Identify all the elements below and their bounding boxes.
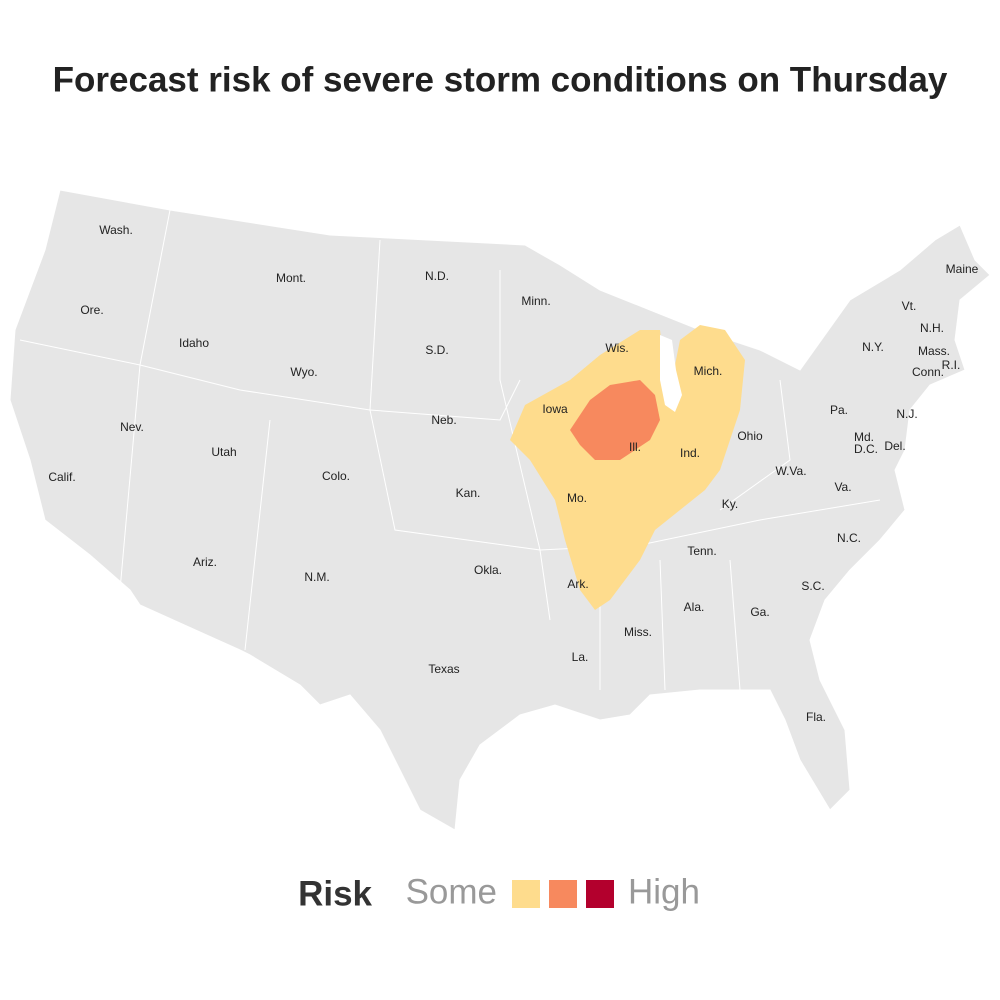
state-label: Iowa xyxy=(542,402,568,416)
state-label: D.C. xyxy=(854,442,878,456)
state-label: R.I. xyxy=(942,358,961,372)
state-label: Kan. xyxy=(456,486,481,500)
state-label: Texas xyxy=(428,662,459,676)
state-label: N.J. xyxy=(896,407,917,421)
legend-swatch xyxy=(549,880,577,908)
state-label: N.M. xyxy=(304,570,329,584)
state-label: Wis. xyxy=(605,341,628,355)
state-label: Vt. xyxy=(902,299,917,313)
state-label: Ohio xyxy=(737,429,763,443)
legend-low-label: Some xyxy=(406,872,497,911)
state-label: Okla. xyxy=(474,563,502,577)
state-label: Ala. xyxy=(684,600,705,614)
state-label: Wyo. xyxy=(290,365,317,379)
state-label: Mont. xyxy=(276,271,306,285)
state-label: Wash. xyxy=(99,223,133,237)
state-label: Idaho xyxy=(179,336,209,350)
state-label: Mass. xyxy=(918,344,950,358)
state-label: La. xyxy=(572,650,589,664)
state-label: Miss. xyxy=(624,625,652,639)
state-label: Ga. xyxy=(750,605,769,619)
state-label: N.C. xyxy=(837,531,861,545)
state-label: Ind. xyxy=(680,446,700,460)
state-label: Del. xyxy=(884,439,905,453)
state-label: Ark. xyxy=(567,577,588,591)
state-label: Calif. xyxy=(48,470,75,484)
state-label: Utah xyxy=(211,445,236,459)
risk-area-some xyxy=(510,325,745,610)
state-label: Ill. xyxy=(629,440,641,454)
state-label: Maine xyxy=(946,262,979,276)
state-label: S.C. xyxy=(801,579,824,593)
state-label: Colo. xyxy=(322,469,350,483)
state-label: W.Va. xyxy=(775,464,806,478)
legend-swatch xyxy=(512,880,540,908)
state-label: Ariz. xyxy=(193,555,217,569)
state-label: Neb. xyxy=(431,413,456,427)
state-label: Va. xyxy=(834,480,851,494)
state-label: Md. xyxy=(854,430,874,444)
legend-title: Risk xyxy=(298,874,372,913)
state-label: Pa. xyxy=(830,403,848,417)
state-label: Minn. xyxy=(521,294,550,308)
state-label: Mo. xyxy=(567,491,587,505)
state-label: Mich. xyxy=(694,364,723,378)
state-label: Ore. xyxy=(80,303,103,317)
state-label: N.D. xyxy=(425,269,449,283)
state-label: N.Y. xyxy=(862,340,884,354)
state-label: Conn. xyxy=(912,365,944,379)
state-label: Fla. xyxy=(806,710,826,724)
legend-swatch xyxy=(586,880,614,908)
risk-area-enhanced xyxy=(570,380,660,460)
state-label: Nev. xyxy=(120,420,144,434)
state-label: S.D. xyxy=(425,343,448,357)
us-map xyxy=(9,189,991,831)
title: Forecast risk of severe storm conditions… xyxy=(53,60,948,99)
lake-michigan xyxy=(660,335,682,412)
state-borders xyxy=(19,209,881,691)
state-label: Tenn. xyxy=(687,544,716,558)
legend-high-label: High xyxy=(628,872,700,911)
state-label: Ky. xyxy=(722,497,738,511)
state-label: N.H. xyxy=(920,321,944,335)
